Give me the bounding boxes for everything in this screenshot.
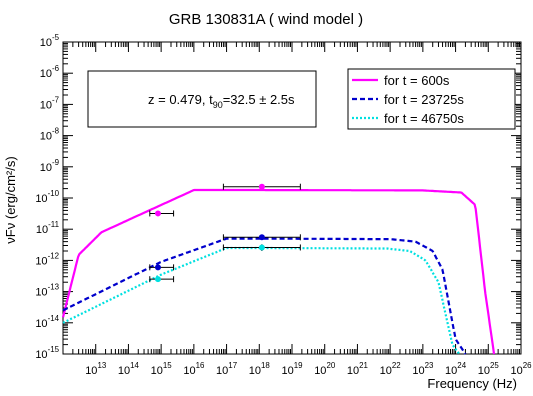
- data-point: [222, 244, 301, 252]
- series-line-0: [61, 188, 496, 355]
- legend-label-0: for t = 600s: [384, 73, 450, 88]
- y-tick-label: 10-8: [40, 127, 60, 143]
- data-point: [149, 210, 175, 217]
- x-axis-label: Frequency (Hz): [427, 376, 517, 391]
- data-point: [149, 276, 175, 283]
- data-point: [222, 183, 301, 190]
- axis-ticks: 1013 1014 1015 1016 1017 1018 1019 1020 1021 1022…: [35, 33, 532, 377]
- annotation-box: z = 0.479, t90=32.5 ± 2.5s: [87, 70, 317, 128]
- series-line-1: [62, 237, 467, 355]
- series-line-2: [62, 246, 461, 355]
- data-point: [149, 264, 175, 271]
- x-tick-label: 1024: [445, 361, 467, 377]
- y-tick-label: 10-7: [40, 95, 59, 111]
- curves: [61, 188, 496, 355]
- x-tick-label: 1025: [478, 361, 500, 377]
- x-tick-label: 1026: [510, 361, 532, 377]
- chart-title: GRB 130831A ( wind model ): [169, 11, 363, 28]
- x-tick-label: 1018: [249, 361, 271, 377]
- y-tick-label: 10-9: [40, 158, 60, 174]
- y-tick-label: 10-5: [40, 33, 60, 49]
- data-marker: [154, 264, 161, 271]
- x-tick-label: 1020: [314, 361, 336, 377]
- legend-label-1: for t = 23725s: [384, 92, 464, 107]
- x-tick-label: 1022: [380, 361, 401, 377]
- legend-label-2: for t = 46750s: [384, 111, 464, 126]
- y-tick-label: 10-15: [35, 345, 59, 361]
- x-tick-label: 1023: [412, 361, 434, 377]
- legend: for t = 600s for t = 23725s for t = 46750s: [347, 68, 516, 130]
- data-marker: [154, 210, 161, 217]
- x-tick-label: 1016: [183, 361, 205, 377]
- x-tick-label: 1019: [281, 361, 303, 377]
- y-axis-label-text: νFν (erg/cm²/s): [3, 156, 18, 243]
- y-tick-label: 10-6: [40, 64, 60, 80]
- data-points: [149, 183, 301, 283]
- data-marker: [258, 244, 265, 251]
- x-tick-label: 1014: [118, 361, 140, 377]
- x-tick-label: 1015: [151, 361, 173, 377]
- y-tick-label: 10-11: [36, 220, 60, 236]
- y-tick-label: 10-13: [35, 283, 59, 299]
- data-marker: [258, 234, 265, 241]
- x-tick-label: 1021: [347, 361, 369, 377]
- annotation-text: z = 0.479, t90=32.5 ± 2.5s: [148, 92, 295, 110]
- y-tick-label: 10-10: [35, 189, 59, 205]
- data-marker: [258, 183, 265, 190]
- x-tick-label: 1017: [216, 361, 237, 377]
- y-tick-label: 10-12: [35, 251, 59, 267]
- data-point: [222, 234, 301, 241]
- y-tick-label: 10-14: [35, 314, 59, 330]
- data-marker: [154, 276, 161, 283]
- y-axis-label: νFν (erg/cm²/s): [3, 156, 18, 243]
- x-tick-label: 1013: [85, 361, 107, 377]
